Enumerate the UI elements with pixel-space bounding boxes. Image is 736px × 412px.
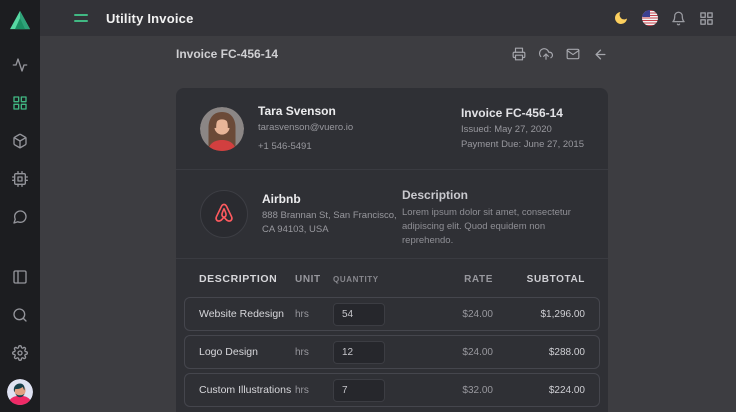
main-content: Invoice FC-456-14 [40, 36, 736, 412]
invoice-toolbar-actions [512, 47, 608, 62]
invoice-toolbar: Invoice FC-456-14 [176, 40, 608, 68]
item-description: Custom Illustrations [199, 384, 292, 396]
sidebar-item-elements[interactable] [0, 160, 40, 198]
header-description: DESCRIPTION [199, 273, 278, 285]
company-logo-badge [200, 190, 248, 238]
topbar-actions [613, 10, 714, 26]
search-icon [12, 307, 28, 323]
sidebar-bottom [0, 258, 40, 412]
invoice-card: Tara Svenson tarasvenson@vuero.io +1 546… [176, 88, 608, 412]
item-unit: hrs [295, 346, 309, 358]
company-address-line1: 888 Brannan St, San Francisco, [262, 209, 397, 221]
table-row: Logo Design hrs $24.00 $288.00 [184, 335, 600, 369]
chat-icon [12, 209, 28, 225]
company-address-line2: CA 94103, USA [262, 223, 329, 235]
header-unit: UNIT [295, 273, 321, 285]
apps-grid-icon[interactable] [699, 11, 714, 26]
invoice-issued-date: Issued: May 27, 2020 [460, 124, 552, 135]
menu-toggle-icon[interactable] [74, 14, 88, 22]
invoice-number: Invoice FC-456-14 [460, 106, 563, 120]
item-description: Logo Design [199, 346, 258, 358]
sidebar-item-activity[interactable] [0, 46, 40, 84]
customer-section: Tara Svenson tarasvenson@vuero.io +1 546… [176, 88, 608, 170]
items-table: DESCRIPTION UNIT QUANTITY RATE SUBTOTAL … [176, 259, 608, 412]
sidebar-item-panels[interactable] [0, 258, 40, 296]
sidebar-item-search[interactable] [0, 296, 40, 334]
invoice-due-date: Payment Due: June 27, 2015 [460, 138, 584, 150]
item-unit: hrs [295, 308, 309, 320]
description-body: Lorem ipsum dolor sit amet, consectetur … [402, 207, 571, 246]
sidebar-item-messages[interactable] [0, 198, 40, 236]
description-block: Description Lorem ipsum dolor sit amet, … [402, 183, 584, 247]
customer-phone: +1 546-5491 [258, 140, 312, 152]
invoice-meta-block: Invoice FC-456-14 Issued: May 27, 2020 P… [461, 101, 584, 152]
cpu-icon [12, 171, 28, 187]
company-section: Airbnb 888 Brannan St, San Francisco, CA… [176, 170, 608, 259]
top-navbar: Utility Invoice [40, 0, 736, 36]
bell-icon[interactable] [671, 11, 686, 26]
customer-avatar [200, 106, 244, 151]
item-subtotal: $224.00 [548, 384, 585, 396]
sidebar-nav [0, 46, 40, 236]
icon-sidebar [0, 0, 40, 412]
panels-icon [12, 269, 28, 285]
company-name: Airbnb [262, 191, 301, 206]
page-title: Utility Invoice [106, 10, 194, 26]
box-icon [12, 133, 28, 149]
item-rate: $32.00 [462, 384, 493, 396]
sidebar-item-dashboards[interactable] [0, 84, 40, 122]
table-row: Website Redesign hrs $24.00 $1,296.00 [184, 297, 600, 331]
quantity-input[interactable] [333, 302, 385, 326]
invoice-toolbar-title: Invoice FC-456-14 [176, 47, 279, 61]
current-user-avatar[interactable] [7, 379, 33, 405]
back-arrow-icon[interactable] [593, 47, 608, 62]
customer-block: Tara Svenson tarasvenson@vuero.io +1 546… [200, 104, 353, 154]
mail-icon[interactable] [566, 47, 580, 61]
quantity-input[interactable] [333, 340, 385, 364]
sidebar-item-components[interactable] [0, 122, 40, 160]
airbnb-logo-icon [211, 201, 237, 227]
customer-email: tarasvenson@vuero.io [258, 121, 354, 133]
activity-icon [12, 57, 28, 73]
header-quantity: QUANTITY [333, 274, 379, 284]
brand-logo[interactable] [0, 0, 40, 40]
item-subtotal: $1,296.00 [540, 308, 586, 320]
item-subtotal: $288.00 [548, 346, 585, 358]
items-table-header: DESCRIPTION UNIT QUANTITY RATE SUBTOTAL [184, 269, 600, 293]
us-flag-icon[interactable] [642, 10, 658, 26]
item-unit: hrs [295, 384, 309, 396]
quantity-input[interactable] [333, 378, 385, 402]
moon-icon[interactable] [613, 10, 629, 26]
sidebar-item-settings[interactable] [0, 334, 40, 372]
company-block: Airbnb 888 Brannan St, San Francisco, CA… [200, 190, 397, 238]
print-icon[interactable] [512, 47, 526, 61]
logo-triangle-icon [9, 10, 31, 30]
description-title: Description [402, 188, 469, 202]
item-description: Website Redesign [199, 308, 285, 320]
table-row: Custom Illustrations hrs $32.00 $224.00 [184, 373, 600, 407]
header-rate: RATE [464, 273, 493, 285]
item-rate: $24.00 [462, 308, 493, 320]
header-subtotal: SUBTOTAL [526, 273, 585, 285]
cloud-upload-icon[interactable] [539, 47, 553, 61]
settings-gear-icon [12, 345, 28, 361]
item-rate: $24.00 [462, 346, 493, 358]
customer-name: Tara Svenson [258, 103, 336, 118]
grid-icon [12, 95, 28, 111]
